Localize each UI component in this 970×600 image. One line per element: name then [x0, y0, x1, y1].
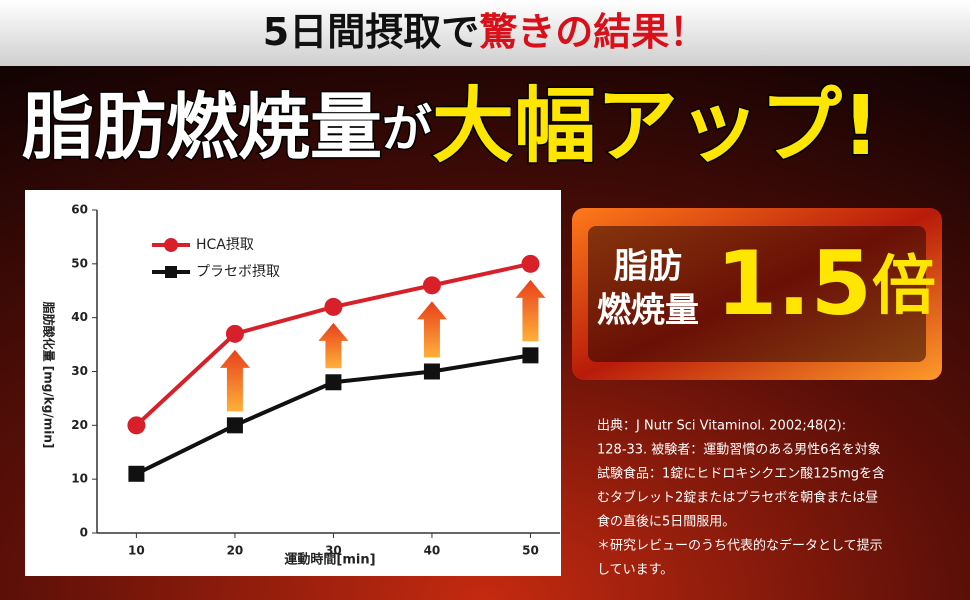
point: [423, 363, 440, 380]
badge-unit: 倍: [872, 250, 936, 324]
x-tick-label: 10: [128, 544, 145, 558]
point: [128, 465, 145, 482]
headline: 脂肪燃焼量が大幅アップ!: [22, 79, 879, 174]
arrow: [219, 349, 250, 412]
citation-line: 試験食品：1錠にヒドロキシクエン酸125mgを含: [597, 466, 885, 482]
citation-line: 128-33. 被験者：運動習慣のある男性6名を対象: [597, 442, 881, 458]
citation-line: 食の直後に5日間服用。: [597, 514, 735, 530]
headline-emphasis: 大幅アップ!: [432, 79, 879, 174]
citation-line: ＊研究レビューのうち代表的なデータとして提示: [597, 538, 883, 554]
badge-inner: [588, 226, 926, 362]
banner-lead: 5日間摂取で: [263, 10, 479, 54]
banner-highlight: 驚きの結果！: [479, 10, 707, 54]
point: [325, 374, 342, 391]
y-tick-label: 0: [80, 526, 88, 540]
arrow: [416, 301, 447, 358]
banner-text: 5日間摂取で驚きの結果！: [263, 10, 707, 54]
y-tick-label: 50: [71, 256, 88, 270]
citation-line: 出典：J Nutr Sci Vitaminol. 2002;48(2):: [597, 419, 846, 434]
y-tick-label: 30: [71, 364, 88, 378]
y-tick-label: 60: [71, 203, 88, 217]
point: [225, 324, 244, 343]
point: [127, 416, 146, 435]
y-tick-label: 10: [71, 472, 88, 486]
x-axis-label: 運動時間[min]: [284, 552, 375, 568]
x-tick-label: 40: [424, 544, 441, 558]
badge-value: 1.5倍: [716, 232, 936, 335]
point: [324, 297, 343, 316]
x-tick-label: 20: [227, 544, 244, 558]
legend-marker: [165, 266, 177, 278]
y-tick-label: 20: [71, 418, 88, 432]
arrow: [515, 279, 546, 342]
point: [422, 276, 441, 295]
y-tick-label: 40: [71, 310, 88, 324]
point: [521, 254, 540, 273]
x-tick-label: 50: [522, 544, 539, 558]
citation-line: むタブレット2錠またはプラセボを朝食または昼: [597, 490, 878, 506]
point: [226, 417, 243, 434]
badge-number: 1.5: [716, 232, 872, 335]
arrow: [318, 322, 349, 369]
headline-subject: 脂肪燃焼量: [22, 85, 382, 169]
headline-particle: が: [382, 100, 432, 158]
x-tick-label: 30: [325, 544, 342, 558]
legend-label: HCA摂取: [196, 237, 254, 253]
badge-label: 脂肪: [614, 247, 682, 287]
citation: 出典：J Nutr Sci Vitaminol. 2002;48(2): 128-…: [597, 419, 885, 578]
badge-label: 燃焼量: [597, 291, 699, 331]
y-axis-label: 脂肪酸化量 [mg/kg/min]: [42, 301, 57, 449]
point: [522, 347, 539, 364]
chart: 0 10 20 30 40 50 60 10 20 30 40 50 運動時間[min] 脂肪酸化量 [m…: [42, 203, 560, 568]
legend-marker: [164, 238, 178, 252]
top-banner: [0, 0, 970, 66]
legend-label: プラセボ摂取: [196, 264, 280, 280]
citation-line: しています。: [597, 563, 673, 578]
chart-panel: [25, 190, 561, 576]
